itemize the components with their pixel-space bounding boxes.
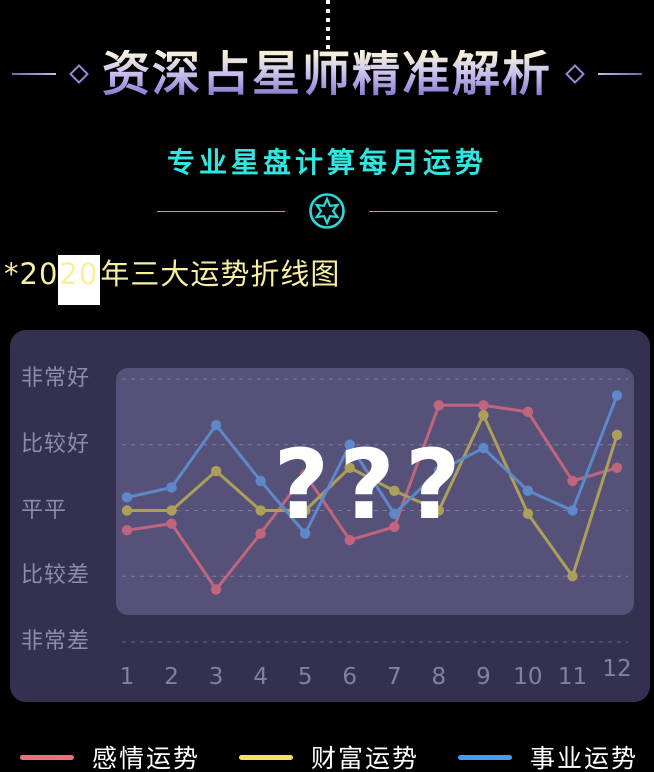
y-axis-label: 比较好 [21,431,91,457]
y-axis-label: 平平 [21,497,68,523]
chart-legend: 感情运势 财富运势 事业运势 [20,742,638,772]
heading-highlighted-text: 20 [58,255,101,305]
header: 资深占星师精准解析 [0,44,654,104]
x-axis-label: 11 [557,664,588,690]
career-line-swatch [457,754,512,760]
legend-label: 事业运势 [529,744,638,772]
y-axis-label: 比较差 [21,563,91,589]
legend-item-love: 感情运势 [20,739,200,772]
x-axis-label: 9 [476,664,491,690]
divider-line-right [369,210,497,212]
page-subtitle: 专业星盘计算每月运势 [166,146,487,179]
x-axis-label: 3 [208,664,224,690]
legend-label: 财富运势 [310,744,419,772]
left-diamond-icon [69,64,89,84]
question-marks-overlay: ??? [273,429,471,541]
right-diamond-icon [565,64,585,84]
x-axis-label: 12 [602,656,632,682]
x-axis-label: 5 [297,664,313,690]
right-decor-line [598,73,642,75]
wealth-line-swatch [238,754,293,760]
x-axis-label: 6 [342,664,358,690]
legend-item-wealth: 财富运势 [238,739,419,772]
x-axis-label: 4 [253,664,268,690]
chart-heading: *2020年三大运势折线图 [4,251,341,305]
love-line-swatch [20,754,74,760]
x-axis-label: 7 [386,664,402,690]
heading-suffix: 年三大运势折线图 [100,257,341,291]
x-axis-label: 1 [119,664,135,690]
page-title: 资深占星师精准解析 [101,46,552,102]
heading-prefix: *20 [4,257,59,291]
left-decor-line [11,73,56,75]
y-axis-label: 非常差 [21,629,91,654]
legend-label: 感情运势 [92,744,201,772]
legend-item-career: 事业运势 [457,739,638,772]
y-axis-label: 非常好 [21,366,91,391]
hexagram-star-icon [309,193,345,229]
x-axis-label: 10 [513,664,543,690]
x-axis-label: 2 [164,664,179,690]
star-divider [0,190,654,232]
dotted-line-decoration [326,0,330,50]
x-axis-label: 8 [431,664,447,690]
divider-line-left [157,210,285,212]
